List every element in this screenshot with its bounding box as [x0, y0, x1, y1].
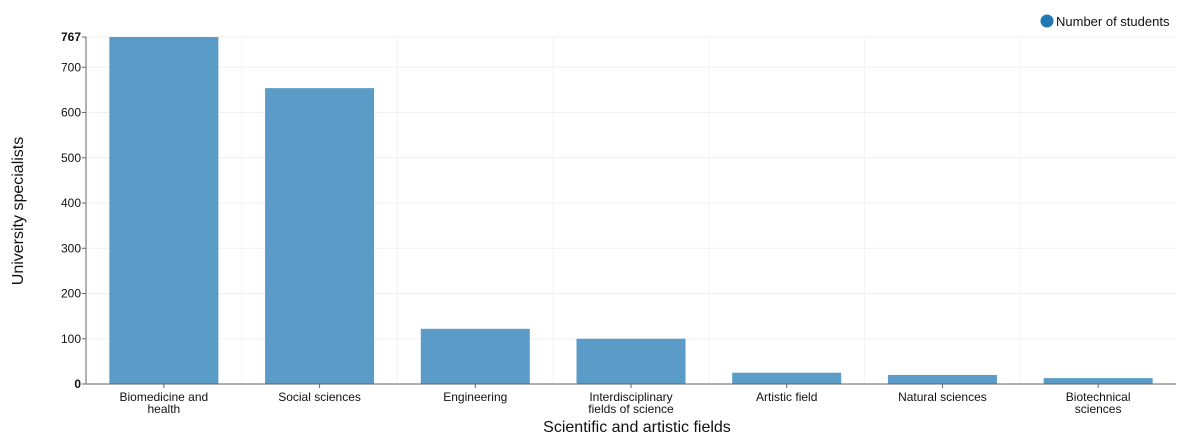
y-tick-label: 767	[61, 30, 81, 44]
legend-label: Number of students	[1056, 14, 1170, 29]
y-tick-labels: 0 100 200 300 400 500 600 700 767	[61, 30, 81, 391]
axes	[85, 37, 1176, 385]
x-axis-title: Scientific and artistic fields	[543, 419, 731, 434]
bar	[732, 372, 842, 384]
x-tick-label: Biomedicine and	[119, 390, 208, 404]
bars	[109, 37, 1153, 384]
x-tick-label: Biotechnical	[1066, 390, 1131, 404]
x-tick-label: fields of science	[588, 402, 674, 416]
bar	[420, 328, 530, 384]
bar	[109, 37, 219, 384]
y-tick-label: 400	[61, 196, 81, 210]
y-axis-title: University specialists	[10, 137, 27, 285]
y-tick-label: 100	[61, 332, 81, 346]
y-tick-label: 500	[61, 151, 81, 165]
bar	[887, 374, 997, 384]
x-tick-label: Interdisciplinary	[589, 390, 672, 404]
bar	[265, 88, 375, 384]
y-tick-label: 300	[61, 241, 81, 255]
legend-marker	[1040, 14, 1054, 28]
bar	[1043, 378, 1153, 384]
legend[interactable]: Number of students	[1040, 14, 1170, 29]
y-tick-label: 700	[61, 60, 81, 74]
y-tick-label: 600	[61, 106, 81, 120]
y-tick-label: 200	[61, 287, 81, 301]
x-tick-label: Natural sciences	[898, 390, 987, 404]
x-tick-label: Engineering	[443, 390, 507, 404]
bar	[576, 338, 686, 384]
x-tick-label: sciences	[1075, 402, 1122, 416]
x-tick-label: Artistic field	[756, 390, 817, 404]
y-tick-label: 0	[74, 377, 81, 391]
x-tick-label: Social sciences	[278, 390, 361, 404]
gridlines	[82, 36, 1176, 385]
x-tick-label: health	[148, 402, 181, 416]
